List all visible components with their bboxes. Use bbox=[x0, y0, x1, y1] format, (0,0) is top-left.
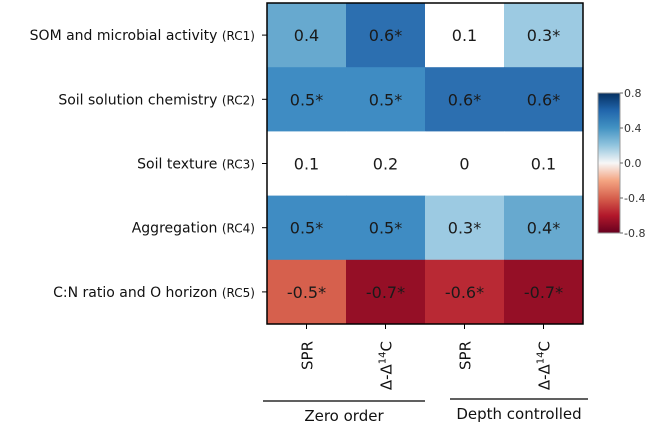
cell-value-label: 0.4 bbox=[294, 26, 319, 45]
heatmap-cell bbox=[425, 67, 505, 132]
colorbar-tick-label: -0.8 bbox=[624, 227, 645, 240]
heatmap-cell bbox=[346, 195, 426, 261]
cell-value-label: 0.5* bbox=[369, 90, 402, 109]
column-group-label: Depth controlled bbox=[456, 405, 581, 423]
heatmap-cell bbox=[346, 259, 426, 325]
cell-value-label: 0.3* bbox=[527, 26, 560, 45]
cell-value-label: 0.4* bbox=[527, 219, 560, 238]
cell-value-label: 0 bbox=[459, 155, 469, 174]
row-label: Soil solution chemistry (RC2) bbox=[58, 92, 255, 108]
heatmap-cell bbox=[504, 131, 584, 197]
column-label: Δ-Δ14C bbox=[378, 341, 396, 390]
cell-value-label: 0.5* bbox=[290, 90, 323, 109]
heatmap-cell bbox=[346, 3, 426, 68]
cell-value-label: 0.1 bbox=[452, 26, 477, 45]
cell-value-label: 0.6* bbox=[448, 90, 481, 109]
row-label: SOM and microbial activity (RC1) bbox=[30, 28, 255, 44]
heatmap-cell bbox=[425, 195, 505, 261]
cell-value-label: -0.7* bbox=[524, 283, 563, 302]
colorbar-tick-label: -0.4 bbox=[624, 192, 645, 205]
cell-value-label: 0.1 bbox=[294, 155, 319, 174]
heatmap-cell bbox=[267, 195, 347, 261]
cell-value-label: 0.5* bbox=[290, 219, 323, 238]
heatmap-cell bbox=[425, 131, 505, 197]
heatmap-cells bbox=[267, 3, 584, 325]
cell-value-label: 0.6* bbox=[527, 90, 560, 109]
column-label: SPR bbox=[299, 341, 317, 370]
cell-value-label: 0.6* bbox=[369, 26, 402, 45]
heatmap-cell bbox=[504, 195, 584, 261]
cell-value-label: -0.7* bbox=[366, 283, 405, 302]
cell-value-label: -0.5* bbox=[287, 283, 326, 302]
row-label: C:N ratio and O horizon (RC5) bbox=[53, 285, 255, 301]
cell-value-label: 0.3* bbox=[448, 219, 481, 238]
heatmap-cell bbox=[346, 67, 426, 132]
cell-value-label: 0.2 bbox=[373, 155, 398, 174]
heatmap-cell bbox=[504, 3, 584, 68]
heatmap-cell bbox=[504, 259, 584, 325]
colorbar: 0.8 0.4 0.0 -0.4 -0.8 bbox=[597, 87, 645, 240]
heatmap-cell bbox=[267, 67, 347, 132]
colorbar-tick-label: 0.4 bbox=[624, 122, 642, 135]
cell-value-label: -0.6* bbox=[445, 283, 484, 302]
heatmap-cell bbox=[425, 259, 505, 325]
heatmap-cell bbox=[267, 259, 347, 325]
column-label: Δ-Δ14C bbox=[536, 341, 554, 390]
column-group-labels: Zero order Depth controlled bbox=[263, 398, 588, 425]
row-label: Soil texture (RC3) bbox=[137, 157, 255, 173]
cell-value-label: 0.5* bbox=[369, 219, 402, 238]
cell-value-labels: 0.4 0.6* 0.1 0.3* 0.5* 0.5* 0.6* 0.6* 0.1 0.2 0 0.1… bbox=[287, 26, 563, 302]
colorbar-tick-label: 0.8 bbox=[624, 87, 642, 100]
row-label: Aggregation (RC4) bbox=[132, 221, 255, 237]
colorbar-tick-label: 0.0 bbox=[624, 157, 642, 170]
row-labels: SOM and microbial activity (RC1) Soil sol… bbox=[30, 28, 267, 301]
heatmap-cell bbox=[267, 3, 347, 68]
heatmap-cell bbox=[504, 67, 584, 132]
column-group-label: Zero order bbox=[304, 407, 384, 425]
column-label: SPR bbox=[457, 341, 475, 370]
colorbar-gradient bbox=[597, 92, 621, 234]
heatmap-cell bbox=[346, 131, 426, 197]
column-labels: SPR Δ-Δ14C SPR Δ-Δ14C bbox=[299, 324, 554, 390]
cell-value-label: 0.1 bbox=[531, 155, 556, 174]
heatmap-cell bbox=[425, 3, 505, 68]
heatmap-cell bbox=[267, 131, 347, 197]
